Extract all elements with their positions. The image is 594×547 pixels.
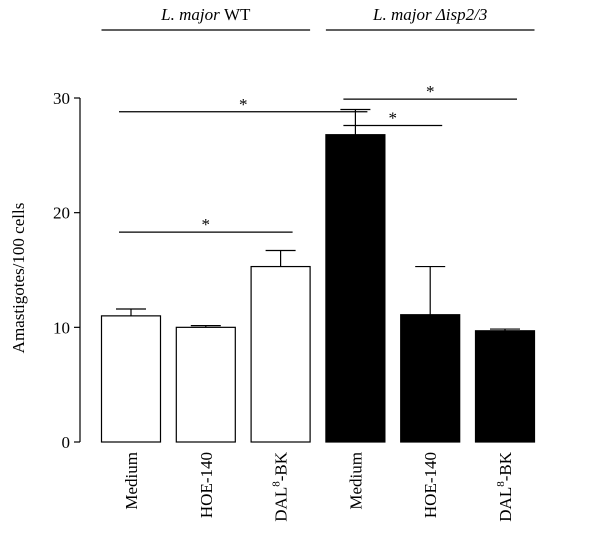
x-tick-label-suffix: -BK <box>272 451 291 481</box>
y-tick-label: 30 <box>53 89 70 108</box>
x-tick-label-superscript: 8 <box>271 481 283 487</box>
x-tick-label-main: Medium <box>346 452 365 510</box>
x-tick-label-superscript: 8 <box>495 481 507 487</box>
significance-star: * <box>389 109 398 128</box>
x-tick-label: HOE-140 <box>421 452 440 518</box>
x-tick-label-main: HOE-140 <box>421 452 440 518</box>
bar <box>325 134 386 443</box>
x-tick-label-main: DAL <box>272 487 291 522</box>
significance-star: * <box>202 215 211 234</box>
x-tick-label: Medium <box>122 452 141 510</box>
bar <box>250 265 311 443</box>
x-tick-label-main: Medium <box>122 452 141 510</box>
x-tick-label-suffix: -BK <box>496 451 515 481</box>
y-tick-label: 0 <box>62 433 71 452</box>
x-tick-label: Medium <box>346 452 365 510</box>
y-tick-label: 10 <box>53 318 70 337</box>
x-tick-label: DAL8-BK <box>495 451 515 521</box>
significance-star: * <box>239 95 248 114</box>
x-tick-label-main: DAL <box>496 487 515 522</box>
x-tick-label: DAL8-BK <box>271 451 291 521</box>
y-tick-label: 20 <box>53 204 70 223</box>
group-label: L. major WT <box>160 5 251 24</box>
bar <box>474 330 536 443</box>
y-axis-title: Amastigotes/100 cells <box>9 203 28 354</box>
group-label-italic: L. major Δisp2/3 <box>372 5 487 24</box>
group-label-italic: L. major <box>160 5 220 24</box>
bar <box>400 314 461 443</box>
bar <box>100 315 162 443</box>
group-label: L. major Δisp2/3 <box>372 5 487 24</box>
x-tick-label: HOE-140 <box>197 452 216 518</box>
group-label-rest: WT <box>220 5 251 24</box>
bar <box>175 326 236 443</box>
significance-star: * <box>426 82 435 101</box>
x-tick-label-main: HOE-140 <box>197 452 216 518</box>
